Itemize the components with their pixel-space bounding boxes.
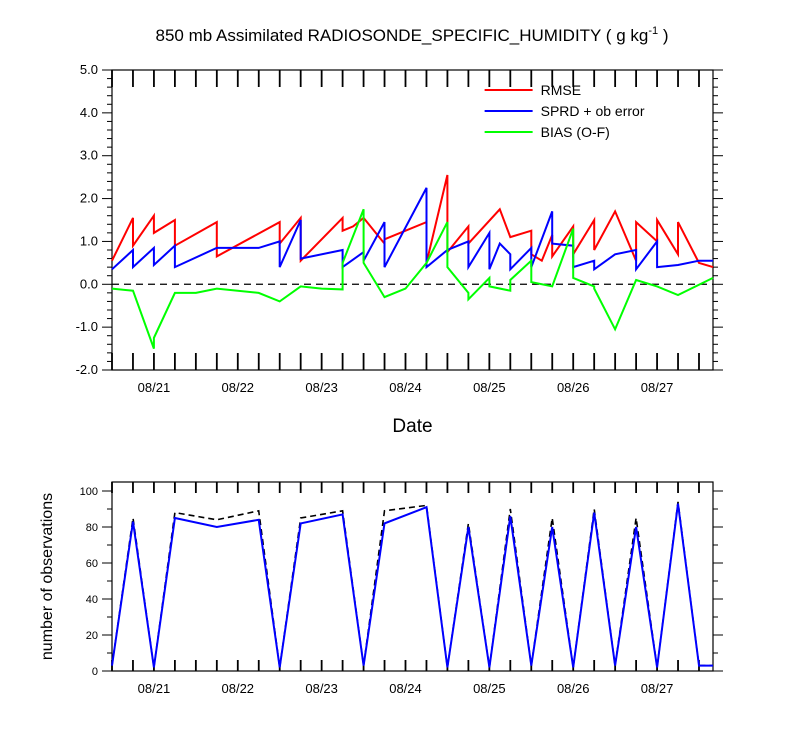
series-line-possible (111, 501, 713, 668)
y-tick-label: 100 (80, 486, 98, 498)
chart-title: 850 mb Assimilated RADIOSONDE_SPECIFIC_H… (156, 25, 669, 45)
y-tick-label: 40 (86, 594, 98, 606)
y-tick-label: 1.0 (80, 233, 98, 248)
x-tick-label: 08/26 (557, 681, 590, 696)
legend-label: BIAS (O-F) (541, 124, 610, 140)
x-tick-label: 08/27 (641, 681, 674, 696)
series-line-used (111, 503, 713, 668)
x-tick-label: 08/21 (138, 380, 171, 395)
y-tick-label: 60 (86, 558, 98, 570)
x-tick-label: 08/24 (389, 681, 422, 696)
y-tick-label: 4.0 (80, 105, 98, 120)
y-tick-label: 3.0 (80, 148, 98, 163)
x-tick-label: 08/21 (138, 681, 171, 696)
x-tick-label: 08/23 (305, 681, 338, 696)
x-tick-label: 08/24 (389, 380, 422, 395)
bottom-panel: 08/21 08/22 08/23 08/24 08/25 08/26 08/27 0 20 40… (39, 481, 723, 696)
x-axis-label: Date (392, 416, 432, 437)
y-tick-label: -2.0 (76, 362, 98, 377)
y-tick-label: 5.0 (80, 62, 98, 77)
y-tick-label: -1.0 (76, 319, 98, 334)
x-tick-label: 08/22 (222, 380, 255, 395)
y-axis-label: number of observations (39, 493, 56, 660)
x-tick-label: 08/25 (473, 681, 506, 696)
legend-label: SPRD + ob error (541, 103, 645, 119)
y-tick-label: 0.0 (80, 276, 98, 291)
series-line-bias-o-f (111, 208, 714, 349)
chart-title-tail: ) (658, 26, 668, 45)
y-tick-label: 0 (92, 666, 98, 678)
legend-label: RMSE (541, 82, 581, 98)
x-tick-label: 08/27 (641, 380, 674, 395)
x-tick-label: 08/22 (222, 681, 255, 696)
x-tick-label: 08/26 (557, 380, 590, 395)
y-tick-label: 80 (86, 522, 98, 534)
y-tick-label: 2.0 (80, 191, 98, 206)
x-tick-label: 08/23 (305, 380, 338, 395)
top-panel: 08/21 08/22 08/23 08/24 08/25 08/26 08/27 -2.0 -… (76, 62, 723, 437)
plot-frame (111, 481, 714, 672)
chart-title-main: 850 mb Assimilated RADIOSONDE_SPECIFIC_H… (156, 26, 649, 45)
plot-frame (111, 69, 714, 371)
chart-title-superscript: -1 (648, 25, 658, 37)
series-line-sprd-ob-error (111, 187, 713, 273)
x-tick-label: 08/25 (473, 380, 506, 395)
y-tick-label: 20 (86, 630, 98, 642)
